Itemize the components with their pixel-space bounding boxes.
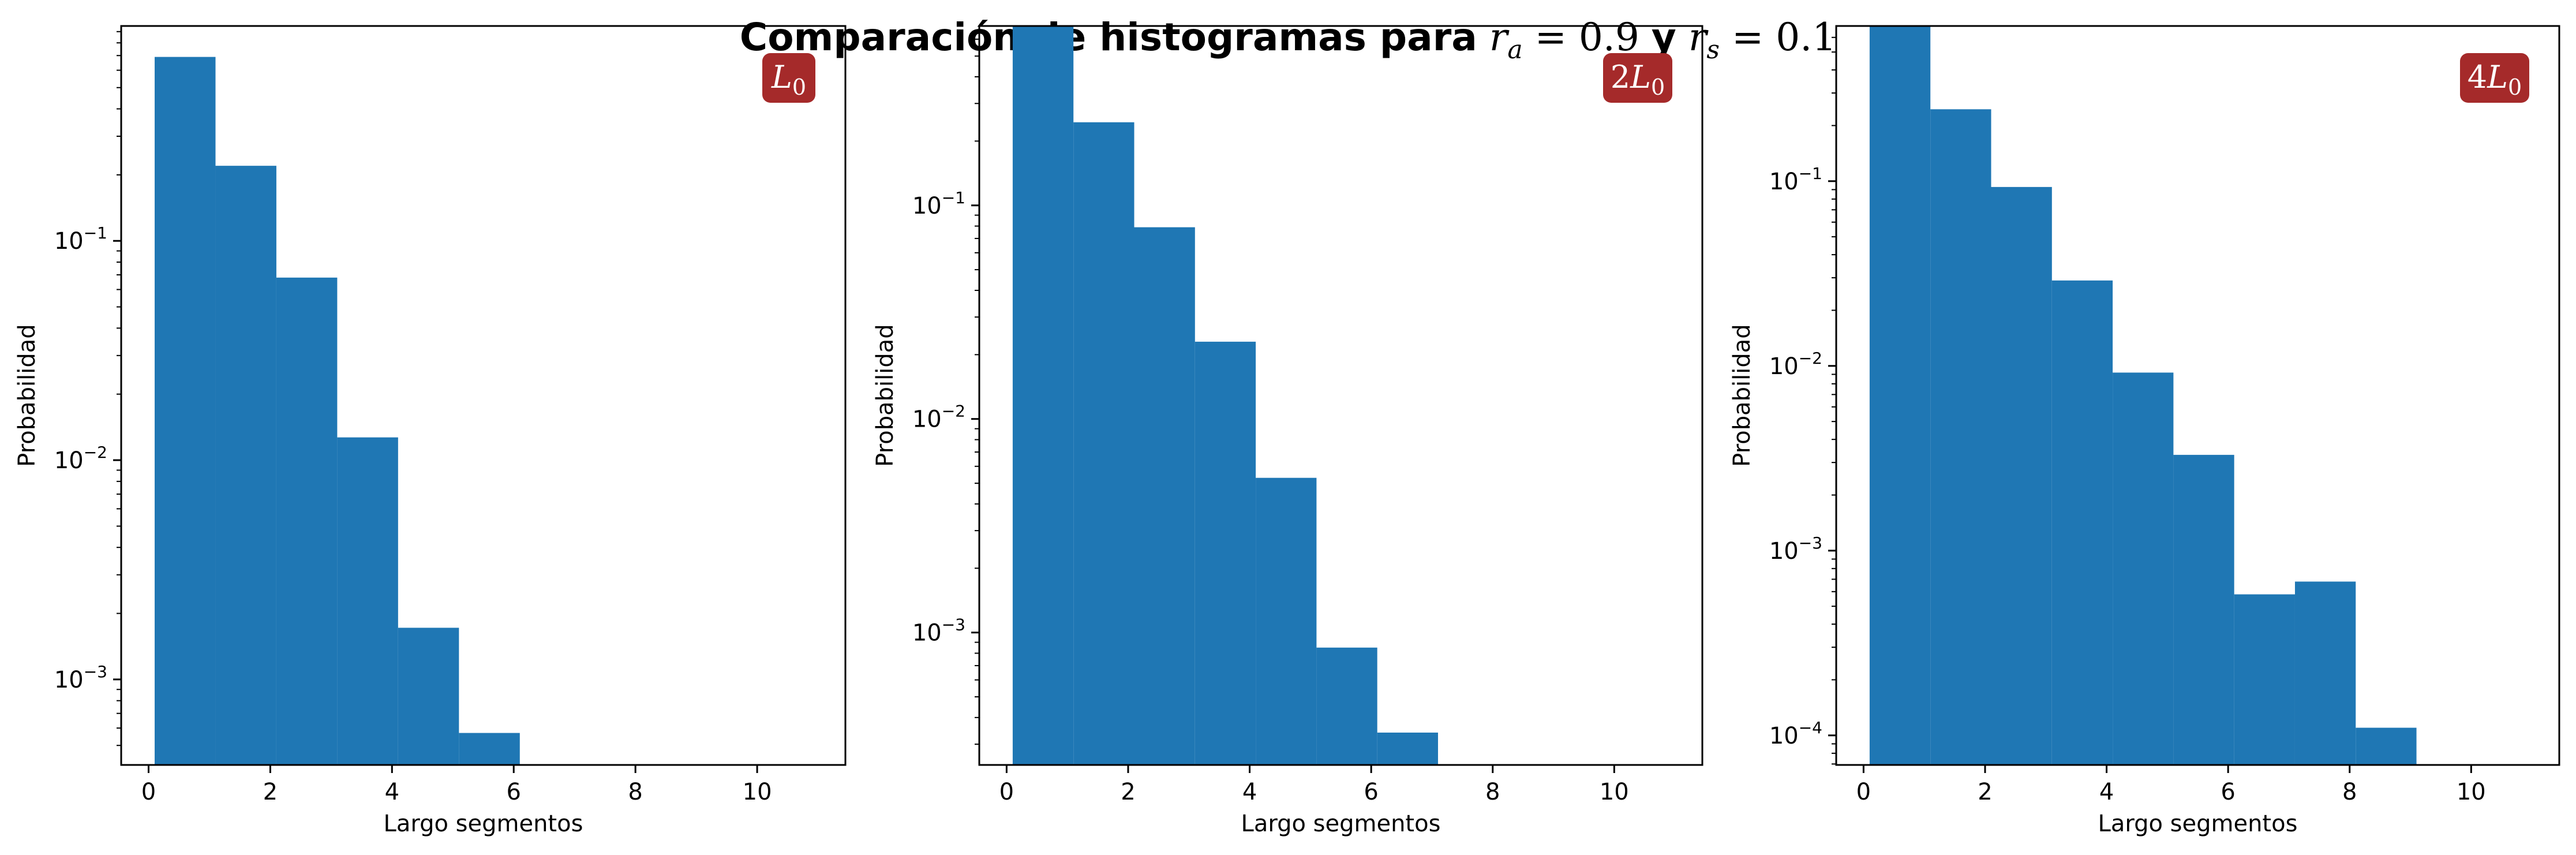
histogram-bar: [1869, 26, 1931, 766]
histogram-bar: [459, 733, 520, 765]
histogram-bar: [1256, 477, 1317, 765]
x-tick-label: 6: [507, 779, 521, 805]
y-tick-label: 10−1: [1769, 164, 1822, 195]
x-tick-label: 6: [1364, 779, 1378, 805]
histogram-bar: [1930, 109, 1991, 765]
x-tick-label: 0: [999, 779, 1014, 805]
x-tick-label: 2: [1121, 779, 1135, 805]
histogram-bar: [337, 437, 398, 765]
y-axis-label: Probabilidad: [14, 324, 40, 466]
figure-title-text: Comparación de histogramas para: [739, 15, 1477, 59]
x-axis-label: Largo segmentos: [2098, 811, 2298, 837]
ra-symbol: r: [1489, 15, 1508, 59]
x-tick-label: 8: [2342, 779, 2357, 805]
x-tick-label: 4: [2099, 779, 2114, 805]
rs-subscript: s: [1706, 35, 1720, 65]
y-axis-label: Probabilidad: [1729, 324, 1755, 466]
histogram-bar: [2173, 454, 2234, 765]
histogram-bar: [2051, 280, 2113, 765]
histogram-bar: [1316, 647, 1377, 765]
histogram-bar: [276, 277, 338, 766]
x-tick-label: 2: [1978, 779, 1992, 805]
plot-badge: [2460, 53, 2529, 103]
histogram-bar: [1195, 341, 1256, 765]
y-axis-label: Probabilidad: [872, 324, 898, 466]
y-tick-label: 10−3: [54, 662, 107, 693]
y-tick-label: 10−4: [1769, 718, 1822, 749]
histogram-panel-2: 0 2 4 6 8 10 10−1 10−2 10−3 Largo segmentos Probab…: [872, 25, 1703, 837]
histogram-panel-1: 0 2 4 6 8 10 10−1 10−2 10−3 Largo segmentos Probab…: [14, 25, 847, 837]
histogram-bar: [1012, 26, 1074, 765]
histogram-bar: [2234, 594, 2295, 765]
ra-value: = 0.9: [1534, 15, 1639, 59]
plot-frame: [978, 25, 1703, 766]
figure-title: Comparación de histogramas para ra = 0.9…: [0, 12, 2576, 76]
x-tick-label: 10: [2457, 779, 2486, 805]
x-tick-label: 8: [628, 779, 642, 805]
histogram-bar: [215, 166, 276, 765]
plot-frame: [1835, 25, 2560, 766]
histogram-bar: [2294, 581, 2356, 765]
y-tick-label: 10−3: [1769, 533, 1822, 565]
y-tick-label: 10−1: [912, 188, 965, 219]
figure-title-conjunction: y: [1651, 15, 1676, 59]
x-tick-label: 10: [1600, 779, 1629, 805]
histogram-bar: [398, 628, 459, 765]
x-tick-label: 2: [263, 779, 278, 805]
plot-badge: [762, 53, 815, 103]
histogram-bar: [2113, 372, 2174, 765]
y-tick-label: 10−1: [54, 223, 107, 255]
plot-badge-label: L0: [771, 59, 806, 100]
histogram-bar: [1134, 227, 1195, 765]
y-tick-label: 10−2: [1769, 349, 1822, 380]
rs-symbol: r: [1688, 15, 1707, 59]
y-tick-label: 10−3: [912, 615, 965, 647]
histogram-bar: [1991, 186, 2052, 765]
plot-badge-label: 4L0: [2468, 59, 2522, 100]
histogram-bar: [1377, 732, 1438, 765]
x-tick-label: 0: [141, 779, 156, 805]
y-tick-label: 10−2: [912, 402, 965, 433]
x-tick-label: 4: [1242, 779, 1257, 805]
plot-frame: [120, 25, 847, 766]
rs-value: = 0.1: [1731, 15, 1837, 59]
x-tick-label: 10: [743, 779, 772, 805]
x-tick-label: 6: [2221, 779, 2235, 805]
plot-badge: [1603, 53, 1672, 103]
ra-subscript: a: [1507, 35, 1523, 65]
plot-badge-label: 2L0: [1611, 59, 1665, 100]
histogram-bar: [2356, 727, 2417, 765]
x-tick-label: 4: [385, 779, 399, 805]
histogram-panel-3: 0 2 4 6 8 10 10−1 10−2 10−3 10−4 Largo segmentos Pr…: [1729, 25, 2560, 837]
x-tick-label: 8: [1485, 779, 1500, 805]
x-axis-label: Largo segmentos: [1241, 811, 1441, 837]
x-tick-label: 0: [1856, 779, 1871, 805]
histogram-bar: [1073, 122, 1135, 766]
y-tick-label: 10−2: [54, 443, 107, 474]
x-axis-label: Largo segmentos: [384, 811, 583, 837]
histogram-bar: [155, 57, 216, 766]
